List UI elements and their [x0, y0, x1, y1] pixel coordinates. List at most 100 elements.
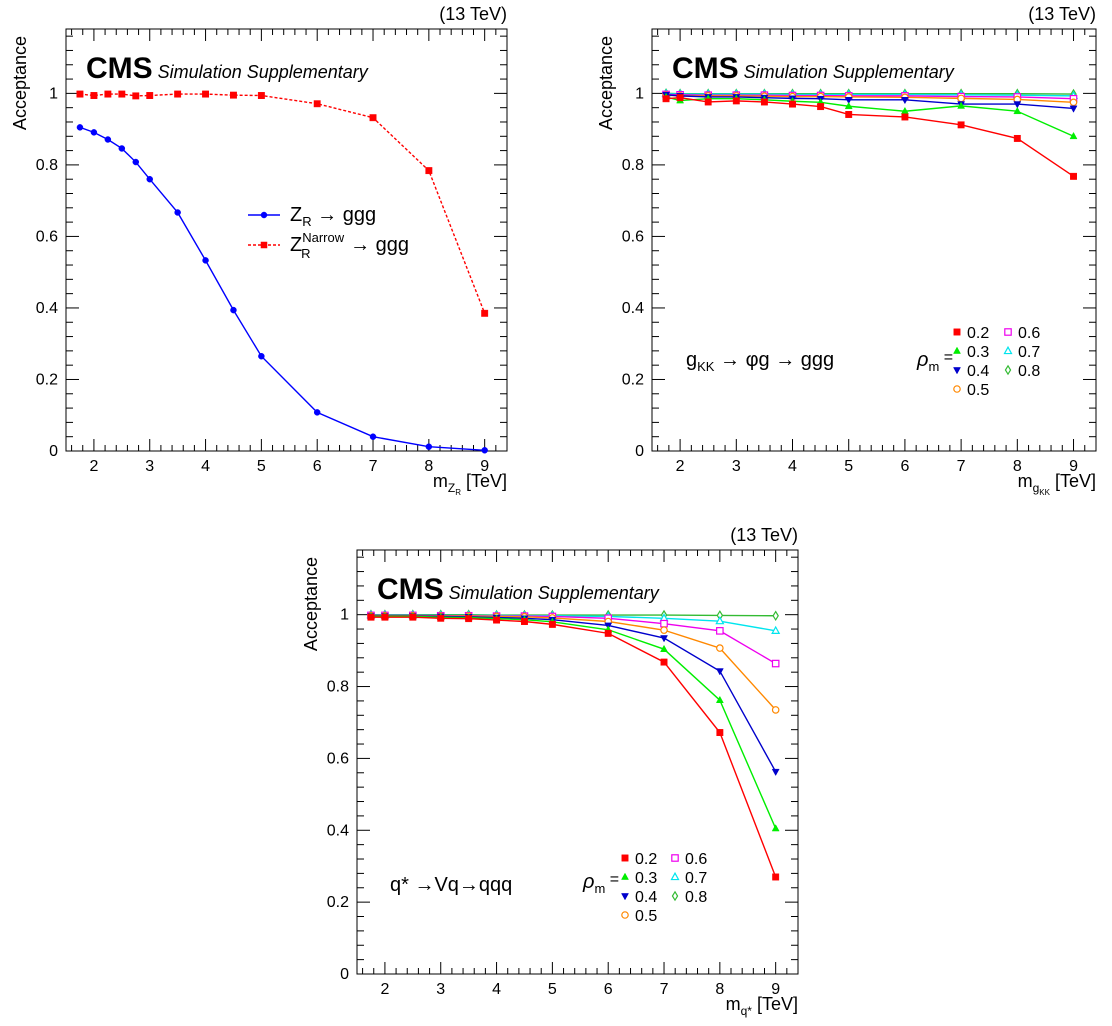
data-point	[425, 167, 433, 175]
data-point	[957, 121, 965, 129]
data-point	[1013, 106, 1022, 115]
rho-sub: m	[928, 359, 939, 374]
data-point	[481, 309, 489, 317]
x-axis-label-sub: q*	[741, 1004, 753, 1018]
data-point	[90, 92, 98, 99]
y-tick-label: 0.6	[36, 228, 58, 245]
legend-marker	[1003, 345, 1013, 355]
x-axis-label-subsub: R	[455, 488, 461, 497]
legend-label: 0.4	[967, 363, 989, 380]
data-point	[132, 158, 140, 166]
data-point	[660, 635, 668, 643]
cms-text: CMS	[86, 52, 153, 85]
legend-marker	[953, 328, 961, 336]
data-point	[900, 97, 909, 105]
x-tick-label: 7	[660, 981, 669, 998]
data-point	[90, 129, 98, 136]
data-point	[957, 94, 965, 103]
data-point	[957, 101, 966, 109]
x-tick-label: 3	[145, 458, 154, 475]
data-point	[257, 92, 265, 99]
energy-label: (13 TeV)	[730, 525, 798, 545]
legend-marker	[621, 872, 629, 880]
rho-sub: m	[594, 881, 605, 896]
data-point	[1070, 172, 1077, 180]
data-point	[146, 92, 154, 99]
data-point	[258, 352, 265, 360]
data-point	[715, 616, 725, 625]
data-point	[844, 101, 853, 110]
data-point	[716, 627, 724, 635]
x-tick-label: 5	[844, 458, 853, 475]
x-tick-label: 2	[89, 458, 98, 475]
y-axis-label: Acceptance	[10, 36, 30, 130]
data-point	[716, 729, 724, 736]
y-tick-label: 0	[635, 443, 644, 460]
series-line	[665, 96, 1074, 137]
data-point	[132, 92, 140, 100]
cms-subtitle: Simulation Supplementary	[444, 583, 660, 603]
y-tick-label: 0.8	[622, 157, 644, 174]
panel-gkk-acceptance: 2 3 4 5 6 7 8 9 0 0.2 0.4 0.6 0.8 1 (13 TeV) CMS Simula…	[596, 4, 1097, 497]
x-axis-label: mgKK [TeV]	[1018, 471, 1096, 497]
legend-label: 0.2	[967, 325, 989, 342]
rho-base: ρ	[916, 349, 928, 371]
process-post: → φg → ggg	[714, 349, 834, 371]
data-point	[437, 614, 445, 622]
legend-label: 0.7	[1018, 344, 1040, 361]
legend-marker	[670, 871, 680, 881]
legend-label: 0.3	[967, 344, 989, 361]
legend: gKK → φg → ggg ρm = 0.2 0.3 0.4 0.5 0.6 0.7 0.8	[686, 325, 1040, 399]
legend-base: Z	[290, 204, 302, 226]
x-axis-label-unit: [TeV]	[752, 994, 798, 1014]
data-point	[230, 306, 237, 314]
cms-text: CMS	[377, 573, 444, 606]
data-point	[425, 443, 433, 450]
x-tick-label: 6	[900, 458, 909, 475]
legend-label: 0.6	[1018, 325, 1040, 342]
data-point	[465, 615, 473, 623]
x-axis-label: mZR [TeV]	[433, 471, 507, 497]
data-point	[146, 175, 153, 183]
data-point	[118, 90, 126, 98]
x-tick-label: 8	[715, 981, 724, 998]
data-point	[845, 111, 853, 118]
data-point	[104, 136, 112, 143]
x-axis-label-main: m	[726, 994, 741, 1014]
legend-marker	[953, 346, 961, 354]
data-point	[1013, 134, 1021, 142]
legend-sup: Narrow	[302, 230, 345, 245]
legend-marker	[1004, 364, 1012, 376]
data-point	[1013, 101, 1022, 109]
data-point	[367, 613, 375, 621]
x-tick-label: 2	[380, 981, 389, 998]
legend-base: Z	[290, 234, 302, 256]
y-tick-label: 0.4	[622, 300, 644, 317]
data-point	[660, 626, 668, 634]
data-point	[772, 873, 780, 881]
data-point	[76, 90, 84, 98]
series-line	[666, 93, 1074, 100]
x-tick-label: 4	[492, 981, 501, 998]
legend-label: 0.4	[635, 889, 657, 906]
data-point	[789, 100, 796, 108]
series-1	[76, 90, 489, 317]
data-point	[369, 114, 377, 122]
legend-label: 0.8	[1018, 363, 1040, 380]
legend-label: 0.6	[685, 851, 707, 868]
x-tick-label: 9	[1069, 458, 1078, 475]
data-point	[771, 706, 780, 714]
y-tick-label: 0.4	[327, 822, 349, 839]
data-point	[660, 619, 668, 628]
series-line	[665, 96, 1074, 177]
y-tick-label: 1	[635, 85, 644, 102]
y-tick-label: 0.8	[36, 157, 58, 174]
data-point	[313, 409, 321, 416]
data-point	[174, 90, 182, 98]
data-point	[548, 620, 556, 628]
legend: q* →Vq→qqq ρm = 0.2 0.3 0.4 0.5 0.6 0.7 0.8	[390, 851, 707, 925]
x-axis-label: mq* [TeV]	[726, 994, 798, 1018]
legend-marker	[671, 854, 679, 862]
